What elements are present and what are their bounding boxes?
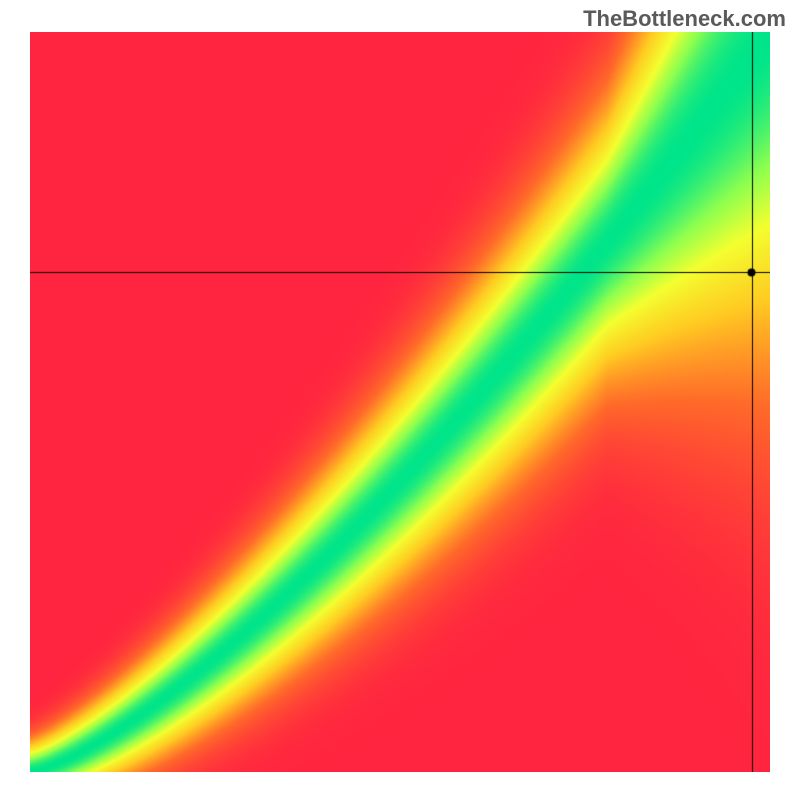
heatmap-canvas: [30, 32, 770, 772]
heatmap-chart: [30, 32, 770, 772]
watermark-text: TheBottleneck.com: [583, 6, 786, 32]
